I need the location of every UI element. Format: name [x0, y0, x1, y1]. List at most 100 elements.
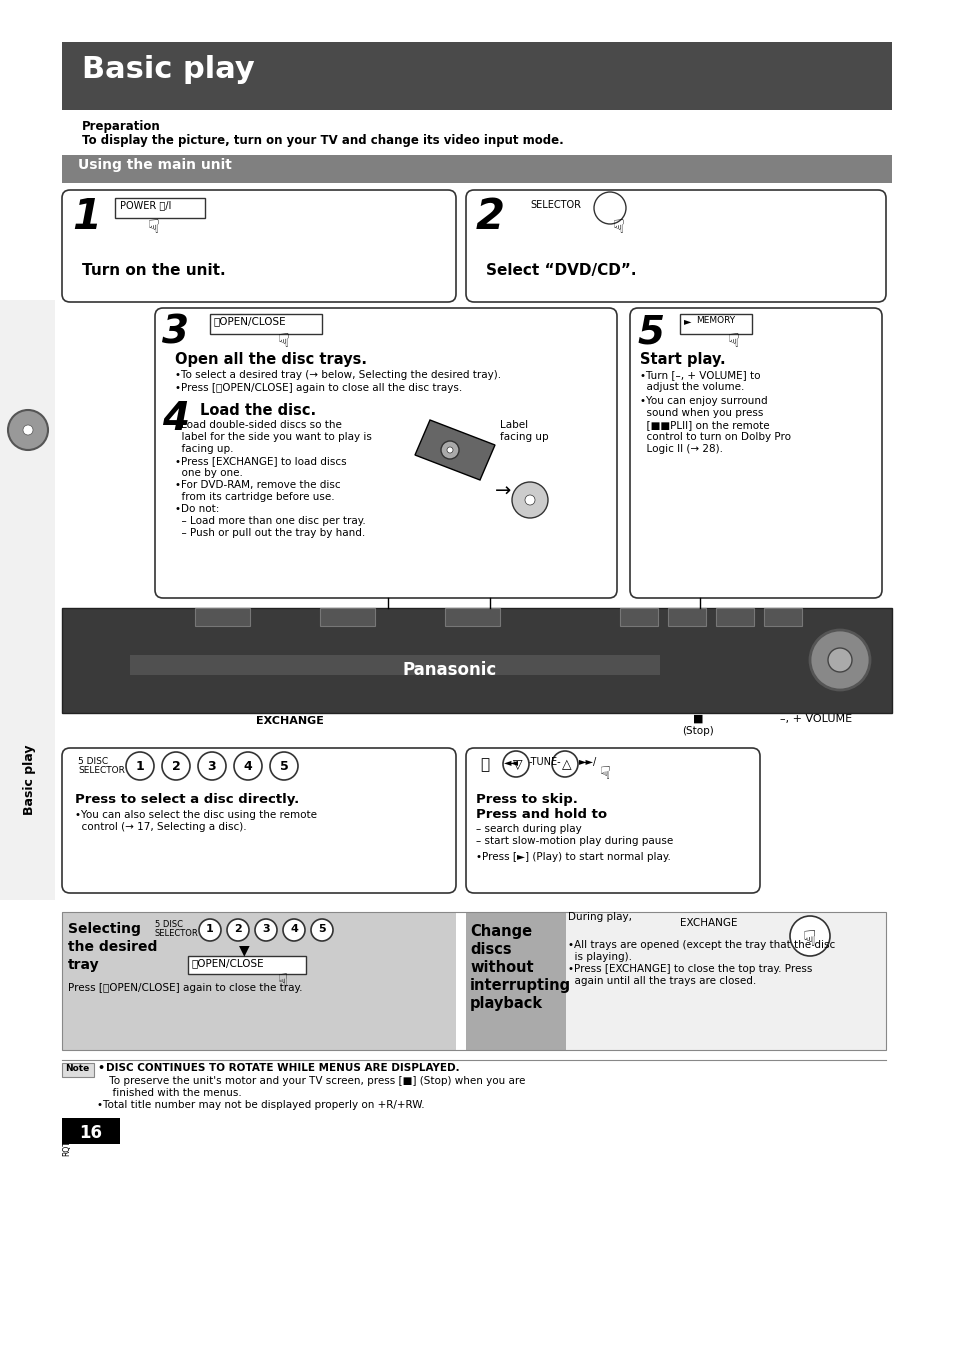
Text: sound when you press: sound when you press — [639, 408, 762, 417]
Text: 5 DISC: 5 DISC — [78, 757, 108, 766]
Bar — [716, 608, 753, 626]
FancyBboxPatch shape — [154, 308, 617, 598]
Text: Load the disc.: Load the disc. — [200, 403, 315, 417]
Text: ▽: ▽ — [513, 758, 522, 771]
Text: Start play.: Start play. — [639, 353, 725, 367]
Bar — [62, 1063, 94, 1077]
Text: – start slow-motion play during pause: – start slow-motion play during pause — [476, 836, 673, 846]
Text: •To select a desired tray (→ below, Selecting the desired tray).: •To select a desired tray (→ below, Sele… — [174, 370, 500, 380]
Text: •Press [EXCHANGE] to close the top tray. Press: •Press [EXCHANGE] to close the top tray.… — [567, 965, 812, 974]
Text: Note: Note — [65, 1065, 90, 1073]
Circle shape — [126, 753, 153, 780]
Text: Preparation: Preparation — [82, 120, 161, 132]
Circle shape — [8, 409, 48, 450]
Text: →: → — [495, 482, 511, 501]
Text: 5: 5 — [279, 761, 288, 773]
Text: MEMORY: MEMORY — [696, 316, 735, 326]
Bar — [465, 912, 565, 1050]
Text: Selecting: Selecting — [68, 921, 141, 936]
Text: DISC CONTINUES TO ROTATE WHILE MENUS ARE DISPLAYED.: DISC CONTINUES TO ROTATE WHILE MENUS ARE… — [106, 1063, 459, 1073]
Text: interrupting: interrupting — [470, 978, 571, 993]
Text: control to turn on Dolby Pro: control to turn on Dolby Pro — [639, 432, 790, 442]
Text: To preserve the unit's motor and your TV screen, press [■] (Stop) when you are: To preserve the unit's motor and your TV… — [106, 1075, 525, 1086]
Text: 1: 1 — [71, 196, 101, 238]
Text: •Press [►] (Play) to start normal play.: •Press [►] (Play) to start normal play. — [476, 852, 670, 862]
Text: •: • — [97, 1063, 104, 1073]
Text: During play,: During play, — [567, 912, 631, 921]
Text: •You can also select the disc using the remote: •You can also select the disc using the … — [75, 811, 316, 820]
Circle shape — [283, 919, 305, 942]
Text: from its cartridge before use.: from its cartridge before use. — [174, 492, 335, 503]
Text: △: △ — [561, 758, 571, 771]
Text: 2: 2 — [233, 924, 242, 934]
Text: ⏶OPEN/CLOSE: ⏶OPEN/CLOSE — [192, 958, 264, 969]
FancyBboxPatch shape — [629, 308, 882, 598]
Bar — [319, 608, 375, 626]
Text: the desired: the desired — [68, 940, 157, 954]
Text: Turn on the unit.: Turn on the unit. — [82, 263, 226, 278]
Text: ⏶OPEN/CLOSE: ⏶OPEN/CLOSE — [213, 316, 286, 326]
Bar — [62, 155, 891, 182]
Bar — [210, 313, 322, 334]
Text: SELECTOR: SELECTOR — [78, 766, 125, 775]
Text: •All trays are opened (except the tray that the disc: •All trays are opened (except the tray t… — [567, 940, 835, 950]
Bar — [763, 608, 801, 626]
Text: – Push or pull out the tray by hand.: – Push or pull out the tray by hand. — [174, 528, 365, 538]
Text: control (→ 17, Selecting a disc).: control (→ 17, Selecting a disc). — [75, 821, 247, 832]
Circle shape — [809, 630, 869, 690]
Bar — [62, 912, 456, 1050]
Text: 3: 3 — [162, 313, 189, 353]
Text: Panasonic: Panasonic — [402, 661, 497, 680]
Text: ►: ► — [683, 316, 691, 326]
Text: ⏮: ⏮ — [479, 757, 489, 771]
Text: Open all the disc trays.: Open all the disc trays. — [174, 353, 367, 367]
Text: 2: 2 — [172, 761, 180, 773]
Bar — [115, 199, 205, 218]
Text: playback: playback — [470, 996, 542, 1011]
Text: 4: 4 — [243, 761, 253, 773]
Text: 4: 4 — [162, 400, 189, 438]
Text: To display the picture, turn on your TV and change its video input mode.: To display the picture, turn on your TV … — [82, 134, 563, 147]
Text: •You can enjoy surround: •You can enjoy surround — [639, 396, 767, 407]
Bar — [62, 912, 885, 1050]
Text: [■■PLII] on the remote: [■■PLII] on the remote — [639, 420, 769, 430]
Text: Select “DVD/CD”.: Select “DVD/CD”. — [485, 263, 636, 278]
Text: POWER ⏻/I: POWER ⏻/I — [120, 200, 172, 209]
Text: Change: Change — [470, 924, 532, 939]
FancyBboxPatch shape — [62, 748, 456, 893]
Text: SELECTOR: SELECTOR — [530, 200, 580, 209]
Text: again until all the trays are closed.: again until all the trays are closed. — [567, 975, 756, 986]
Text: Press to select a disc directly.: Press to select a disc directly. — [75, 793, 299, 807]
Circle shape — [512, 482, 547, 517]
Circle shape — [594, 192, 625, 224]
Text: ☟: ☟ — [613, 218, 624, 236]
Circle shape — [789, 916, 829, 957]
Bar — [188, 957, 306, 974]
Text: facing up.: facing up. — [174, 444, 233, 454]
Bar — [62, 42, 891, 109]
Text: ☟: ☟ — [599, 765, 610, 784]
Text: •Total title number may not be displayed properly on +R/+RW.: •Total title number may not be displayed… — [97, 1100, 424, 1111]
Text: Label
facing up: Label facing up — [499, 420, 548, 442]
Text: 5: 5 — [318, 924, 326, 934]
Text: (Stop): (Stop) — [681, 725, 713, 736]
Circle shape — [23, 426, 33, 435]
Text: ☟: ☟ — [801, 929, 815, 950]
Circle shape — [502, 751, 529, 777]
FancyBboxPatch shape — [62, 190, 456, 303]
Bar — [619, 608, 658, 626]
Bar — [62, 608, 891, 713]
Bar — [194, 608, 250, 626]
FancyBboxPatch shape — [465, 748, 760, 893]
Text: ☟: ☟ — [727, 332, 740, 351]
Text: RQTX0305: RQTX0305 — [62, 1115, 71, 1155]
Text: EXCHANGE: EXCHANGE — [679, 917, 737, 928]
Text: EXCHANGE: EXCHANGE — [255, 716, 324, 725]
Circle shape — [270, 753, 297, 780]
Circle shape — [524, 494, 535, 505]
Text: Basic play: Basic play — [82, 55, 254, 84]
Text: discs: discs — [470, 942, 511, 957]
Text: is playing).: is playing). — [567, 952, 631, 962]
Text: ►►/: ►►/ — [578, 757, 597, 767]
Circle shape — [227, 919, 249, 942]
